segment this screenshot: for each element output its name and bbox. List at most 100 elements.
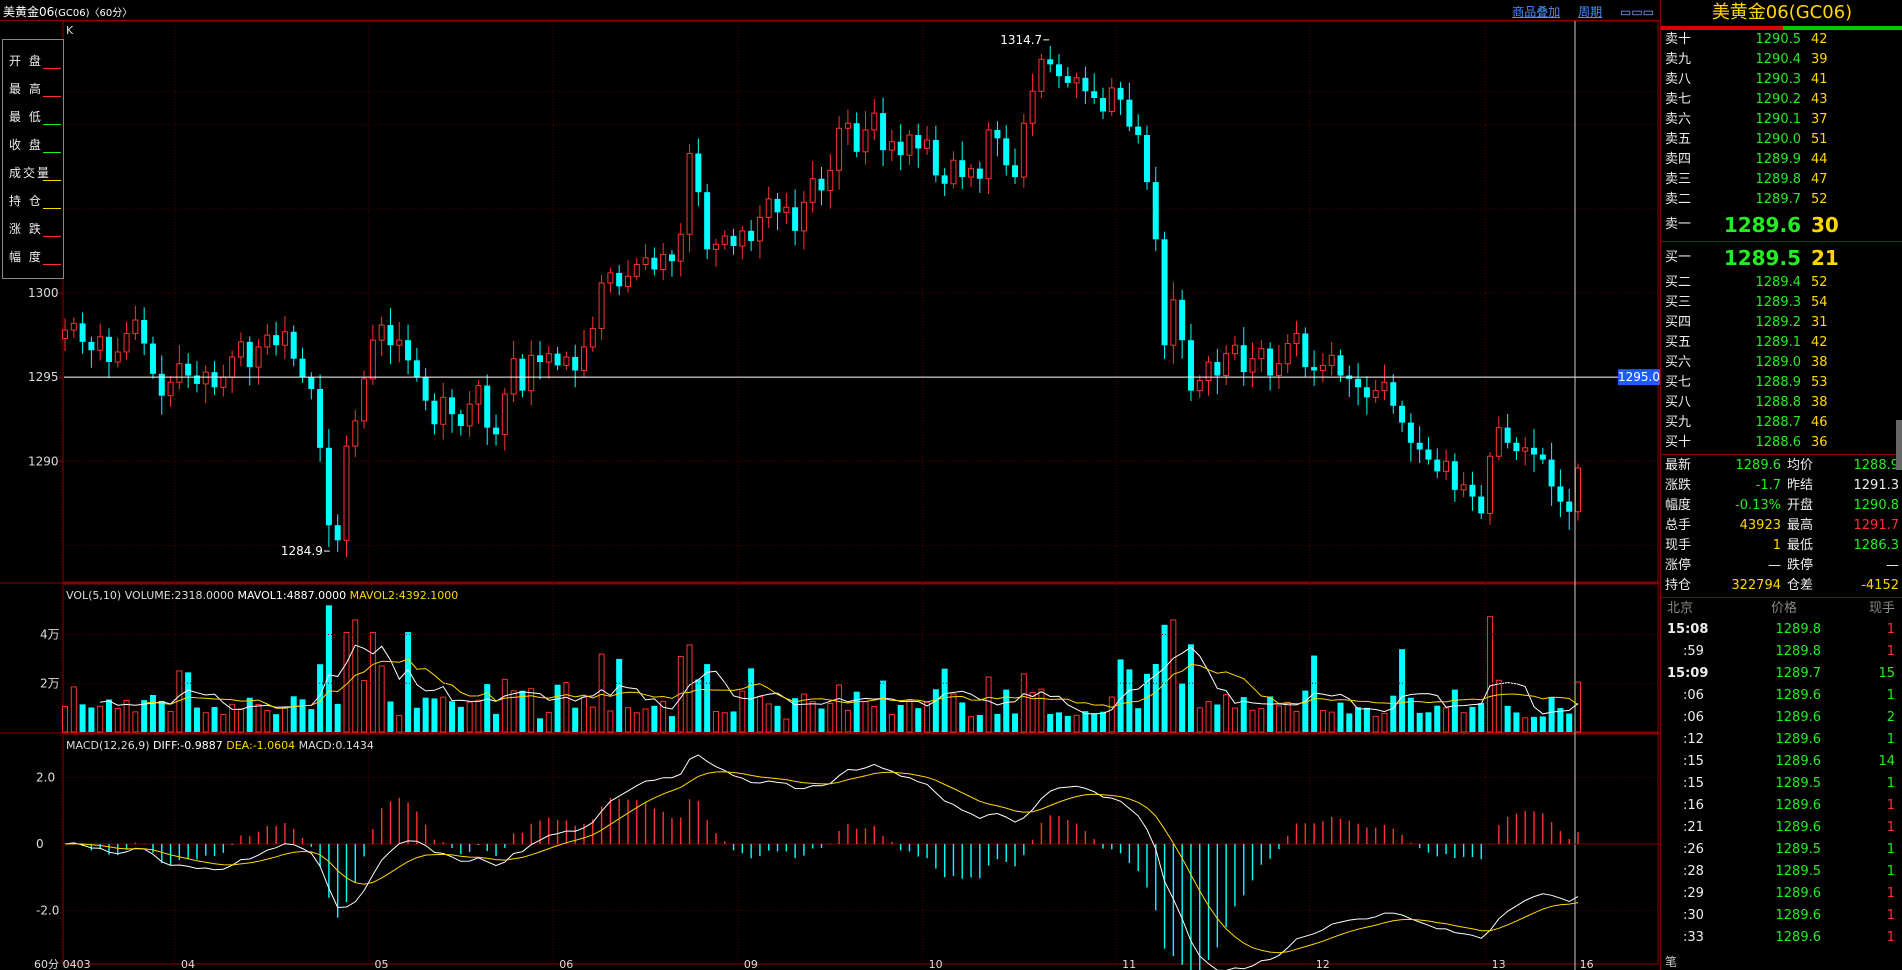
candle-body [1038, 58, 1045, 92]
ohlc-label: 幅 度 [9, 250, 43, 264]
instrument-code: (GC06) [54, 8, 90, 19]
candle-body [607, 272, 614, 284]
tick-list[interactable]: 15:08 1289.8 1:59 1289.8 1 15:09 1289.7 15:06 12… [1661, 619, 1902, 949]
volume-bar [1143, 673, 1150, 732]
volume-bar [1223, 694, 1230, 733]
candle-body [352, 420, 359, 447]
divider [1661, 597, 1902, 598]
stat-row: 涨停 — 跌停 — [1661, 556, 1902, 576]
ask-row-price: 1290.4 [1755, 52, 1802, 67]
candle-body [545, 353, 552, 363]
candle-body [220, 376, 227, 388]
candle-body [1056, 64, 1063, 77]
overlay-link[interactable]: 商品叠加 [1512, 5, 1561, 19]
kline-chart[interactable]: K 1300 1295 1290 1314.7 1284.9 1295.0 4万 2万 VOL(5… [0, 21, 1660, 970]
candle-body [176, 363, 183, 383]
bid-row-vol: 52 [1811, 275, 1828, 290]
candle-body [677, 233, 684, 262]
candle-body [1205, 361, 1212, 382]
volume-bar [1557, 708, 1564, 732]
volume-bar [1275, 705, 1282, 733]
divider [1661, 454, 1902, 455]
stat-value: 1 [1772, 538, 1781, 553]
volume-bar [299, 699, 306, 732]
bid-row: 买三 1289.3 54 [1661, 293, 1902, 313]
layout-icons[interactable]: ▭▭▭ [1619, 5, 1654, 19]
candle-body [712, 243, 719, 250]
ohlc-label: 涨 跌 [9, 222, 43, 236]
volume-bar [906, 699, 913, 733]
tick-time: :12 [1683, 732, 1704, 747]
volume-bar [1012, 713, 1019, 732]
candle-body [1267, 348, 1274, 376]
ask-row: 卖九 1290.4 39 [1661, 50, 1902, 70]
candle-body [572, 357, 579, 371]
scrollbar[interactable] [1896, 420, 1902, 470]
quote-panel: 美黄金06(GC06) 卖十 1290.5 42 卖九 1290.4 39 卖八 1290.3… [1660, 0, 1902, 970]
candle-body [141, 320, 148, 344]
tick-price: 1289.5 [1775, 842, 1822, 857]
candle-body [862, 129, 869, 153]
candle-body [273, 335, 280, 346]
tick-row: :30 1289.6 1 [1661, 905, 1902, 927]
volume-bar [915, 708, 922, 732]
candle-body [1478, 496, 1485, 514]
volume-bar [1399, 649, 1406, 732]
volume-bar [1170, 619, 1177, 733]
stat-value: 1286.3 [1853, 538, 1900, 553]
ask-list: 卖十 1290.5 42 卖九 1290.4 39 卖八 1290.3 41 卖七 1290.2 43… [1661, 30, 1902, 210]
volume-tick-label: 4万 [40, 628, 60, 642]
volume-bar [1390, 695, 1397, 732]
candle-body [818, 178, 825, 191]
ohlc-label: 最 低 [9, 110, 43, 124]
volume-bar [800, 693, 807, 733]
bid1-vol: 21 [1811, 246, 1839, 270]
volume-bar [1135, 708, 1142, 732]
stat-label: 跌停 [1787, 558, 1814, 573]
stat-label: 最低 [1787, 538, 1814, 553]
x-tick-label: 12 [1316, 958, 1330, 970]
candle-body [1319, 364, 1326, 371]
footer-tab[interactable]: 笔 [1665, 955, 1678, 969]
candle-body [880, 113, 887, 151]
candle-body [1214, 362, 1221, 376]
volume-bar [1460, 712, 1467, 733]
stat-label: 开盘 [1787, 498, 1814, 513]
volume-bar [598, 653, 605, 733]
tick-row: 15:09 1289.7 15 [1661, 663, 1902, 685]
candle-body [264, 334, 271, 348]
tick-price: 1289.5 [1775, 864, 1822, 879]
volume-bar [1381, 712, 1388, 733]
stat-label: 涨停 [1665, 558, 1692, 573]
tick-price: 1289.7 [1775, 666, 1822, 681]
tick-vol: 1 [1886, 798, 1895, 813]
ask-row-price: 1289.8 [1755, 172, 1802, 187]
volume-bar [1108, 696, 1115, 733]
volume-bar [273, 714, 280, 732]
low-annotation: 1284.9 [281, 544, 323, 558]
candle-body [1012, 165, 1019, 178]
volume-bar [1284, 701, 1291, 733]
volume-bar [185, 672, 192, 732]
price-tick-label: 1290 [28, 454, 59, 468]
period-link[interactable]: 周期 [1578, 5, 1603, 19]
volume-bar [281, 707, 288, 733]
ohlc-value-line [43, 152, 61, 153]
volume-bar [1293, 710, 1300, 733]
volume-bar [792, 698, 799, 732]
tick-vol: 1 [1886, 622, 1895, 637]
candle-body [1337, 355, 1344, 376]
macd-tick-label: -2.0 [36, 904, 59, 918]
candle-body [580, 346, 587, 371]
volume-bar [932, 689, 939, 732]
volume-bar [255, 704, 262, 733]
volume-bar [739, 690, 746, 733]
candle-body [519, 358, 526, 391]
stat-value: 1291.7 [1853, 518, 1900, 533]
bid-row-label: 买九 [1665, 415, 1692, 430]
tick-vol: 1 [1886, 688, 1895, 703]
candle-body [1108, 87, 1115, 112]
candle-body [1064, 76, 1071, 83]
tick-row: :06 1289.6 1 [1661, 685, 1902, 707]
candle-body [1425, 449, 1432, 460]
